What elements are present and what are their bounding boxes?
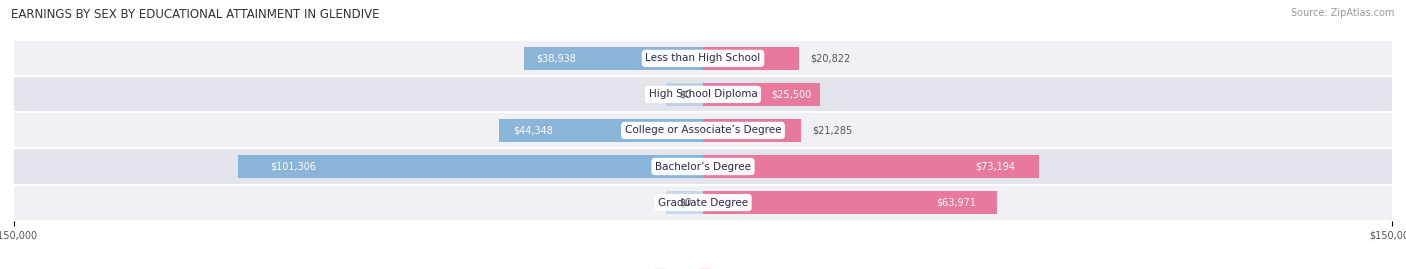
Bar	[703, 83, 820, 106]
Text: $63,971: $63,971	[936, 197, 976, 208]
Text: $0: $0	[679, 89, 692, 100]
Text: College or Associate’s Degree: College or Associate’s Degree	[624, 125, 782, 136]
Text: $73,194: $73,194	[976, 161, 1015, 172]
Bar	[666, 191, 703, 214]
Legend: Male, Female: Male, Female	[651, 265, 755, 269]
Bar	[666, 83, 703, 106]
Text: $20,822: $20,822	[810, 53, 851, 63]
Bar	[524, 47, 703, 70]
Bar	[14, 76, 1392, 112]
Text: High School Diploma: High School Diploma	[648, 89, 758, 100]
Bar	[14, 40, 1392, 76]
Text: $0: $0	[679, 197, 692, 208]
Text: Less than High School: Less than High School	[645, 53, 761, 63]
Text: Graduate Degree: Graduate Degree	[658, 197, 748, 208]
Bar	[238, 155, 703, 178]
Text: $44,348: $44,348	[513, 125, 554, 136]
Text: EARNINGS BY SEX BY EDUCATIONAL ATTAINMENT IN GLENDIVE: EARNINGS BY SEX BY EDUCATIONAL ATTAINMEN…	[11, 8, 380, 21]
Bar	[14, 112, 1392, 148]
Bar	[499, 119, 703, 142]
Text: $25,500: $25,500	[772, 89, 811, 100]
Text: $38,938: $38,938	[537, 53, 576, 63]
Text: Bachelor’s Degree: Bachelor’s Degree	[655, 161, 751, 172]
Bar	[703, 155, 1039, 178]
Bar	[14, 148, 1392, 185]
Text: $21,285: $21,285	[813, 125, 852, 136]
Bar	[14, 185, 1392, 221]
Bar	[703, 119, 801, 142]
Text: Source: ZipAtlas.com: Source: ZipAtlas.com	[1291, 8, 1395, 18]
Bar	[703, 47, 799, 70]
Bar	[703, 191, 997, 214]
Text: $101,306: $101,306	[270, 161, 316, 172]
